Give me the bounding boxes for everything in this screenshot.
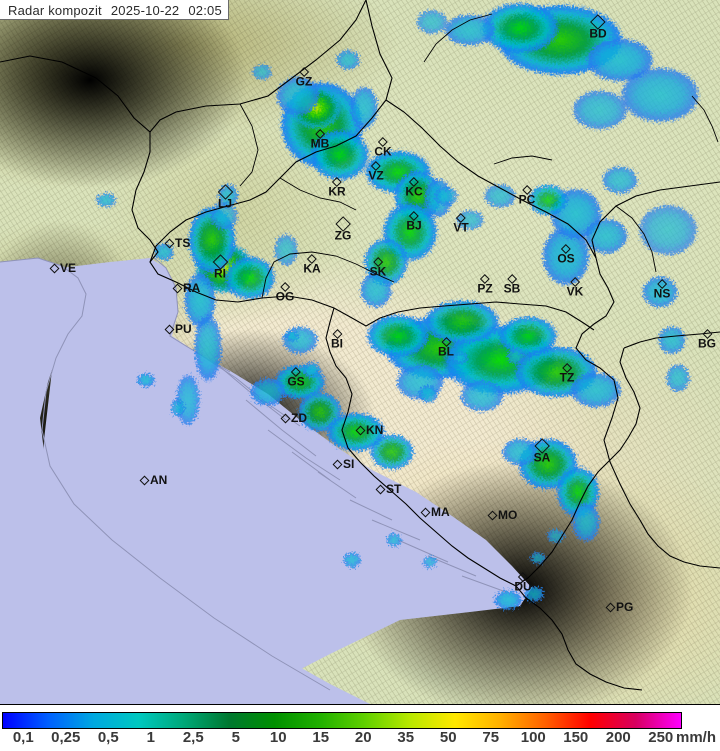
country-border-layer xyxy=(0,0,720,691)
map-time: 02:05 xyxy=(188,2,222,18)
legend-tick-7: 15 xyxy=(312,729,330,746)
legend-tick-11: 75 xyxy=(482,729,500,746)
legend-tick-1: 0,25 xyxy=(51,729,81,746)
legend-tick-3: 1 xyxy=(146,729,155,746)
title-bar: Radar kompozit 2025-10-22 02:05 xyxy=(0,0,229,20)
legend-tick-6: 10 xyxy=(269,729,287,746)
color-gradient xyxy=(3,713,681,728)
legend-tick-13: 150 xyxy=(563,729,589,746)
rainrate-color-scale xyxy=(2,712,682,729)
legend-tick-9: 35 xyxy=(397,729,415,746)
legend-tick-0: 0,1 xyxy=(12,729,34,746)
legend-tick-4: 2,5 xyxy=(182,729,204,746)
legend-tick-15: 250 xyxy=(648,729,674,746)
legend-tick-12: 100 xyxy=(520,729,546,746)
legend-tick-10: 50 xyxy=(439,729,457,746)
legend-panel: 0,1 0,25 0,5 1 2,5 5 10 15 20 35 50 75 100 150 200 250 … xyxy=(0,705,720,751)
legend-unit-label: mm/h xyxy=(675,729,716,746)
radar-map[interactable]: BD GZ MB CK VZ KR KC LJ PC BJ VT ZG TS OS VE RI KA SK PZ SB… xyxy=(0,0,720,705)
legend-tick-14: 200 xyxy=(605,729,631,746)
legend-tick-8: 20 xyxy=(354,729,372,746)
legend-tick-labels: 0,1 0,25 0,5 1 2,5 5 10 15 20 35 50 75 100 150 200 250 xyxy=(0,729,720,751)
product-title: Radar kompozit xyxy=(8,2,102,18)
radar-echo-layer xyxy=(96,2,700,610)
legend-tick-5: 5 xyxy=(231,729,240,746)
adriatic-sea-layer xyxy=(0,255,532,705)
legend-tick-2: 0,5 xyxy=(97,729,119,746)
map-date: 2025-10-22 xyxy=(110,2,180,18)
